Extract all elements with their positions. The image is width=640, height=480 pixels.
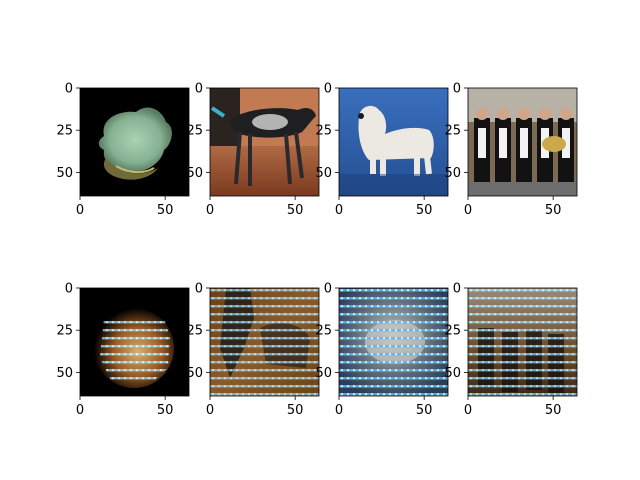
- image-panel-r1c0: 0 50 0 25 50: [56, 282, 190, 418]
- image-panel-r0c1: 0 50 0 25 50: [186, 82, 320, 218]
- shell-body: [98, 107, 172, 173]
- y-tick-label: 50: [56, 366, 73, 381]
- y-tick-label: 0: [453, 282, 461, 297]
- y-tick-label: 25: [186, 324, 203, 339]
- terrier-nose: [358, 113, 364, 119]
- panel-image: [339, 88, 448, 196]
- image-panel-r1c3: 0 50 0 25 50: [444, 282, 578, 418]
- shell-ridge: [115, 165, 155, 174]
- y-tick-label: 0: [195, 282, 203, 297]
- x-tick-label: 0: [464, 403, 472, 418]
- x-tick-label: 50: [287, 403, 304, 418]
- panel-image: [339, 288, 448, 396]
- axes-frame: [209, 287, 320, 397]
- dog-spots: [252, 114, 288, 130]
- panel-image: [80, 88, 189, 196]
- image-panel-r0c0: 0 50 0 25 50: [56, 82, 190, 218]
- x-tick-label: 0: [206, 203, 214, 218]
- y-tick-label: 25: [186, 124, 203, 139]
- water-shadow: [339, 174, 448, 196]
- street: [468, 182, 577, 196]
- y-tick-label: 50: [444, 166, 461, 181]
- panel-image: [468, 88, 577, 196]
- panel-image: [210, 288, 319, 396]
- panel-image: [80, 288, 189, 396]
- x-tick-label: 0: [335, 403, 343, 418]
- panel-image: [468, 288, 577, 396]
- x-tick-label: 0: [206, 403, 214, 418]
- axes-frame: [79, 87, 190, 197]
- dog-leg: [284, 133, 292, 185]
- terrier-body: [358, 105, 434, 160]
- x-tick-label: 50: [416, 203, 433, 218]
- y-tick-label: 50: [444, 366, 461, 381]
- x-tick-label: 0: [335, 203, 343, 218]
- y-tick-label: 50: [56, 166, 73, 181]
- image-panel-r0c3: 0 50 0 25 50: [444, 82, 578, 218]
- shell-lip: [103, 158, 158, 180]
- image-panel-r0c2: 0 50 0 25 50: [315, 82, 449, 218]
- panel-image: [210, 88, 319, 196]
- musician-head: [497, 108, 509, 120]
- musician-shirt: [499, 128, 507, 158]
- brass-instrument: [542, 136, 566, 152]
- y-tick-label: 50: [186, 166, 203, 181]
- x-tick-label: 0: [76, 203, 84, 218]
- leash: [210, 106, 226, 118]
- y-tick-label: 25: [56, 324, 73, 339]
- x-tick-label: 50: [545, 403, 562, 418]
- musician-head: [476, 108, 488, 120]
- image-panel-r1c1: 0 50 0 25 50: [186, 282, 320, 418]
- y-tick-label: 0: [195, 82, 203, 97]
- artifact-stripes: [339, 288, 448, 396]
- y-tick-label: 50: [186, 366, 203, 381]
- y-tick-label: 25: [444, 124, 461, 139]
- y-tick-label: 25: [56, 124, 73, 139]
- axes-frame: [209, 87, 320, 197]
- y-tick-label: 25: [444, 324, 461, 339]
- y-tick-label: 0: [324, 282, 332, 297]
- axes-frame: [79, 287, 190, 397]
- x-tick-label: 50: [287, 203, 304, 218]
- x-tick-label: 0: [76, 403, 84, 418]
- y-tick-label: 25: [315, 124, 332, 139]
- x-tick-label: 50: [157, 403, 174, 418]
- y-tick-label: 50: [315, 166, 332, 181]
- x-tick-label: 50: [157, 203, 174, 218]
- image-panel-r1c2: 0 50 0 25 50: [315, 282, 449, 418]
- axes-frame: [467, 87, 578, 197]
- musician-shirt: [478, 128, 486, 158]
- musician-shirt: [520, 128, 528, 158]
- axes-frame: [338, 287, 449, 397]
- y-tick-label: 0: [324, 82, 332, 97]
- x-tick-label: 50: [416, 403, 433, 418]
- axes-frame: [467, 287, 578, 397]
- y-tick-label: 0: [65, 82, 73, 97]
- x-tick-label: 0: [464, 203, 472, 218]
- musician-shirt: [562, 128, 570, 158]
- y-tick-label: 50: [315, 366, 332, 381]
- artifact-stripes: [468, 288, 577, 396]
- musician-head: [560, 108, 572, 120]
- y-tick-label: 0: [65, 282, 73, 297]
- x-tick-label: 50: [545, 203, 562, 218]
- dog-leg: [294, 131, 304, 179]
- musician-head: [518, 108, 530, 120]
- axes-frame: [338, 87, 449, 197]
- artifact-stripes: [210, 288, 319, 396]
- musician-head: [539, 108, 551, 120]
- y-tick-label: 0: [453, 82, 461, 97]
- terrier-leg: [424, 155, 432, 175]
- y-tick-label: 25: [315, 324, 332, 339]
- artifact-stripes: [100, 318, 170, 384]
- dog-leg: [234, 131, 242, 185]
